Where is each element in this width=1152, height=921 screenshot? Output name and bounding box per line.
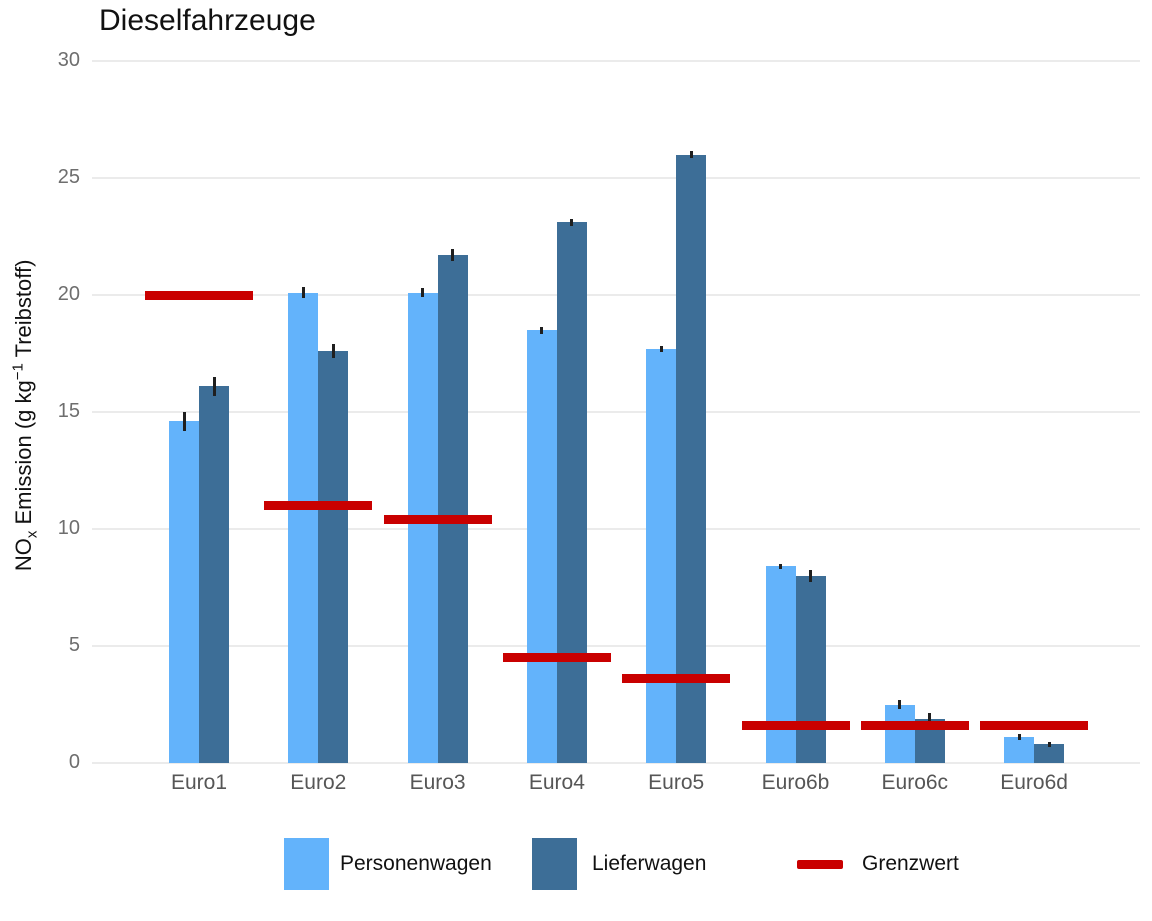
bar-lieferwagen-euro6b [795, 575, 826, 763]
bar-personenwagen-euro6d [1004, 737, 1035, 763]
bar-lieferwagen-euro1 [199, 386, 229, 763]
grenzwert-line-euro2 [264, 501, 373, 511]
x-tick-label-euro6d: Euro6d [1000, 771, 1068, 794]
gridline-y-25 [92, 177, 1140, 179]
bar-lieferwagen-euro4 [556, 222, 587, 763]
bar-lieferwagen-euro5 [676, 154, 707, 763]
personenwagen-swatch-icon [284, 838, 329, 890]
x-tick-label-euro4: Euro4 [528, 771, 585, 794]
errorbar-lieferwagen-euro3 [451, 249, 455, 262]
x-tick-label-euro5: Euro5 [648, 771, 705, 794]
x-tick-label-euro3: Euro3 [409, 771, 466, 794]
gridline-y-5 [92, 645, 1140, 647]
bar-personenwagen-euro6c [884, 704, 915, 763]
y-axis-title-post: Treibstoff) [10, 259, 36, 364]
x-tick-label-euro6b: Euro6b [761, 771, 830, 794]
errorbar-lieferwagen-euro1 [212, 376, 216, 396]
errorbar-personenwagen-euro6c [898, 699, 902, 710]
grenzwert-line-euro6b [741, 721, 850, 731]
y-tick-label: 30 [57, 49, 80, 71]
y-axis-title-pre: NO [10, 538, 36, 572]
gridline-y-15 [92, 411, 1140, 413]
errorbar-lieferwagen-euro2 [331, 344, 335, 359]
y-tick-label: 25 [57, 166, 80, 188]
errorbar-personenwagen-euro6d [1017, 734, 1021, 741]
y-tick-label: 0 [68, 751, 80, 773]
bar-lieferwagen-euro2 [318, 351, 349, 763]
y-axis-title-sup: −1 [9, 363, 27, 381]
errorbar-lieferwagen-euro6b [809, 569, 812, 582]
errorbar-lieferwagen-euro4 [570, 218, 574, 226]
legend-label-grenzwert: Grenzwert [862, 852, 959, 875]
grenzwert-line-euro6c [860, 721, 969, 731]
bar-personenwagen-euro6b [765, 566, 796, 763]
bar-personenwagen-euro5 [646, 348, 677, 763]
bar-personenwagen-euro2 [288, 292, 319, 763]
y-tick-label: 5 [68, 634, 80, 656]
errorbar-personenwagen-euro4 [540, 326, 544, 334]
lieferwagen-swatch-icon [532, 838, 577, 890]
grenzwert-line-euro4 [502, 653, 611, 663]
chart-title: Dieselfahrzeuge [99, 4, 316, 37]
legend-label-personenwagen: Personenwagen [340, 852, 492, 875]
errorbar-personenwagen-euro2 [301, 286, 305, 299]
grenzwert-line-euro3 [383, 515, 492, 525]
errorbar-lieferwagen-euro5 [689, 151, 693, 159]
bar-lieferwagen-euro6d [1034, 744, 1065, 763]
bar-personenwagen-euro4 [526, 330, 557, 763]
x-tick-label-euro6c: Euro6c [881, 771, 949, 794]
errorbar-personenwagen-euro6b [779, 563, 782, 570]
errorbar-personenwagen-euro3 [421, 287, 425, 298]
grenzwert-line-euro5 [622, 674, 731, 684]
y-tick-label: 15 [57, 400, 80, 422]
errorbar-personenwagen-euro1 [182, 412, 186, 431]
y-tick-label: 10 [57, 517, 80, 539]
errorbar-personenwagen-euro5 [659, 346, 663, 352]
errorbar-lieferwagen-euro6d [1047, 741, 1051, 747]
legend-label-lieferwagen: Lieferwagen [592, 852, 707, 875]
gridline-y-30 [92, 60, 1140, 62]
errorbar-lieferwagen-euro6c [928, 712, 932, 725]
grenzwert-line-icon [797, 860, 843, 869]
gridline-y-20 [92, 294, 1140, 296]
bar-personenwagen-euro1 [169, 421, 199, 763]
grenzwert-line-euro1 [145, 290, 253, 300]
gridline-y-10 [92, 528, 1140, 530]
grenzwert-line-euro6d [980, 721, 1089, 731]
x-tick-label-euro2: Euro2 [290, 771, 347, 794]
bar-lieferwagen-euro3 [437, 255, 468, 763]
y-tick-label: 20 [57, 283, 80, 305]
bar-personenwagen-euro3 [407, 292, 438, 763]
x-tick-label-euro1: Euro1 [170, 771, 228, 794]
gridline-y-0 [92, 762, 1140, 764]
